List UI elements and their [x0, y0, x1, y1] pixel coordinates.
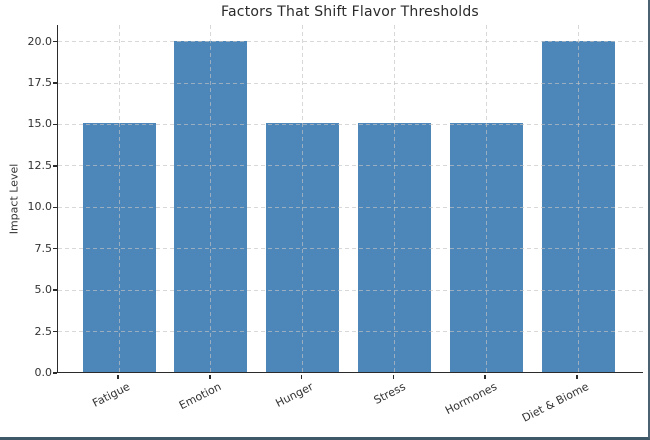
y-tick	[52, 330, 57, 333]
y-tick	[52, 372, 57, 374]
y-tick-label: 2.5	[34, 324, 53, 338]
x-tick	[300, 374, 303, 379]
x-tick	[209, 374, 211, 379]
y-tick	[52, 40, 57, 43]
y-tick-label: 15.0	[27, 117, 53, 131]
y-tick-label: 12.5	[27, 158, 53, 172]
y-tick	[52, 289, 57, 291]
y-tick-label: 20.0	[27, 34, 53, 48]
y-tick-label: 7.5	[34, 241, 53, 255]
x-tick-label: Stress	[371, 380, 408, 407]
y-tick	[52, 206, 57, 209]
bar-diet-biome	[541, 41, 615, 372]
plot-area	[57, 25, 643, 373]
x-tick-label: Diet & Biome	[519, 380, 591, 425]
bar-fatigue	[82, 123, 156, 372]
chart-title: Factors That Shift Flavor Thresholds	[221, 4, 479, 20]
y-tick-label: 10.0	[27, 200, 53, 214]
y-tick	[52, 82, 57, 84]
y-tick	[52, 247, 57, 250]
x-tick	[576, 374, 578, 379]
x-tick-label: Emotion	[177, 380, 224, 413]
y-axis-label: Impact Level	[7, 163, 21, 235]
x-tick	[117, 374, 119, 379]
x-tick-label: Hunger	[273, 380, 316, 410]
y-tick-label: 17.5	[27, 76, 53, 89]
x-tick-label: Fatigue	[90, 380, 132, 410]
y-tick-label: 5.0	[34, 283, 53, 297]
x-tick	[392, 374, 395, 379]
bar-hormones	[449, 123, 523, 372]
y-tick	[52, 123, 57, 126]
x-tick	[484, 374, 486, 379]
x-tick-label: Hormones	[443, 380, 500, 418]
bar-hunger	[266, 123, 340, 372]
bar-stress	[357, 123, 431, 372]
y-tick-label: 0.0	[34, 366, 53, 379]
y-tick	[52, 165, 57, 167]
bar-emotion	[174, 41, 248, 372]
